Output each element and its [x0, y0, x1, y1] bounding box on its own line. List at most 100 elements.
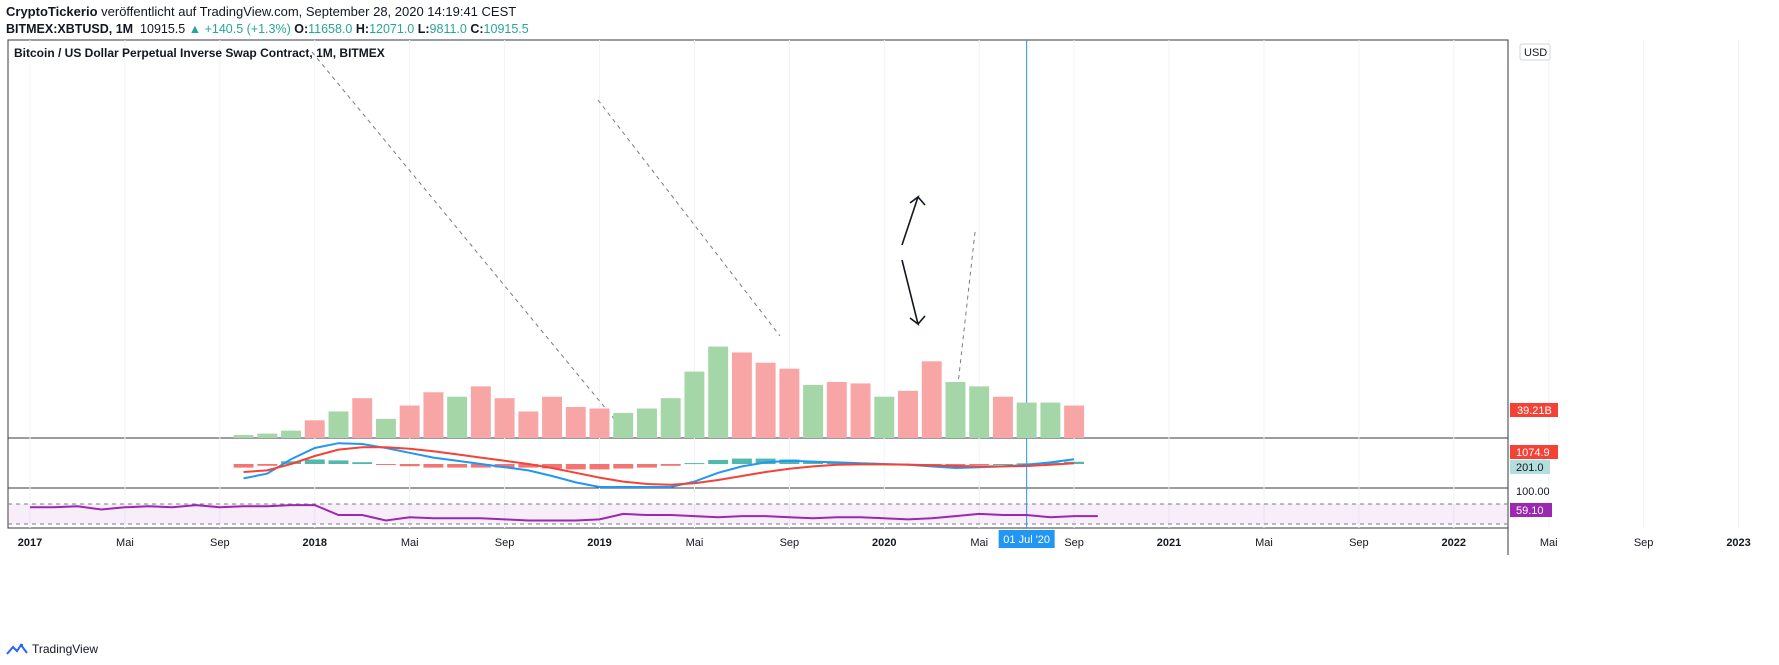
volume-bar [826, 381, 847, 438]
published-text: veröffentlicht auf TradingView.com, Sept… [101, 4, 517, 19]
time-axis-label: Mai [401, 537, 419, 549]
currency-button[interactable] [1519, 43, 1551, 61]
volume-bar [542, 396, 563, 438]
volume-bar [423, 392, 444, 438]
rsi-level-label: 100.00 [1516, 486, 1550, 498]
high-label: H: [355, 22, 370, 36]
volume-bar [850, 383, 871, 438]
macd-histogram-bar [494, 464, 515, 468]
macd-hist-label: 201.0 [1516, 462, 1544, 474]
trend-line-dashed [311, 51, 631, 439]
volume-bar [352, 398, 373, 438]
last-price: 10915.5 [140, 22, 186, 36]
projection-arrow [901, 194, 926, 246]
macd-value-label: 1074.9 [1516, 447, 1550, 459]
rsi-line [30, 504, 1098, 522]
publish-line: CryptoTickerio veröffentlicht auf Tradin… [6, 4, 516, 19]
volume-bar [233, 435, 254, 438]
macd-histogram-bar [470, 464, 491, 468]
macd-histogram-bar [281, 461, 301, 464]
trend-line-dashed [597, 99, 781, 337]
currency-label: USD [1524, 47, 1547, 59]
open-label: O: [294, 22, 309, 36]
volume-bar [447, 396, 468, 438]
macd-histogram-bar [992, 464, 1013, 465]
rsi-value-label: 59.10 [1516, 505, 1544, 517]
volume-bar [613, 412, 634, 438]
macd-histogram-bar [1064, 461, 1085, 464]
time-axis-label: Mai [116, 537, 134, 549]
footer: TradingView [6, 642, 98, 656]
low-label: L: [417, 22, 430, 36]
macd-histogram-bar [542, 464, 563, 469]
volume-bar [1016, 402, 1037, 438]
volume-bar [779, 368, 800, 438]
volume-bar [874, 396, 895, 438]
volume-bar [708, 346, 729, 438]
volume-bar [969, 386, 990, 438]
time-axis-label: Sep [1634, 537, 1654, 549]
macd-histogram-bar [328, 460, 349, 464]
volume-bar [921, 361, 942, 438]
close-value: 10915.5 [483, 22, 529, 36]
volume-bar [1064, 405, 1085, 438]
time-axis-label: Mai [1540, 537, 1558, 549]
tradingview-logo-icon [6, 643, 28, 655]
time-axis-label: 2017 [18, 537, 42, 549]
volume-marker [1510, 403, 1558, 417]
volume-bar [470, 386, 491, 438]
volume-bar [328, 411, 349, 438]
close-label: C: [470, 22, 484, 36]
crosshair-time-label: 01 Jul '20 [1003, 534, 1050, 546]
time-axis-label: Mai [1255, 537, 1273, 549]
volume-bar [992, 396, 1013, 438]
macd-histogram-bar [803, 461, 824, 464]
macd-hist-marker [1510, 460, 1550, 474]
macd-histogram-bar [447, 464, 468, 468]
footer-brand[interactable]: TradingView [32, 642, 99, 656]
chart-header: CryptoTickerio veröffentlicht auf Tradin… [0, 0, 1779, 40]
volume-bar [565, 407, 586, 438]
price-change: ▲ +140.5 (+1.3%) [188, 22, 291, 36]
macd-histogram-bar [304, 459, 325, 464]
price-chart[interactable]: 0.65(14140.0)0.618(13602.0)0.65(10276.0)… [0, 0, 1779, 640]
macd-histogram-bar [660, 464, 681, 466]
macd-histogram-bar [613, 464, 634, 469]
time-axis-label: Sep [780, 537, 800, 549]
volume-bar [637, 408, 657, 438]
macd-histogram-bar [257, 464, 278, 466]
volume-bar [731, 352, 752, 438]
macd-histogram-bar [423, 464, 444, 468]
time-axis-label: Sep [210, 537, 230, 549]
macd-histogram-bar [589, 464, 610, 470]
publisher-name[interactable]: CryptoTickerio [6, 4, 98, 19]
macd-histogram-bar [731, 458, 752, 464]
macd-histogram-bar [708, 459, 729, 464]
macd-histogram-bar [565, 464, 586, 470]
projection-arrow [901, 259, 926, 326]
time-axis-label: 2018 [303, 537, 327, 549]
crosshair-time-marker [998, 530, 1055, 548]
symbol-label[interactable]: BITMEX:XBTUSD, 1M [6, 22, 134, 36]
macd-signal-line [243, 446, 1075, 486]
macd-histogram-bar [945, 464, 966, 466]
volume-bar [898, 390, 918, 438]
macd-histogram-bar [755, 458, 776, 464]
time-axis-label: 2021 [1157, 537, 1181, 549]
macd-histogram-bar [518, 464, 539, 468]
macd-histogram-bar [233, 464, 254, 468]
macd-marker [1510, 445, 1558, 459]
chart-frame [7, 39, 1509, 529]
volume-bar [494, 398, 515, 438]
high-value: 12071.0 [369, 22, 415, 36]
macd-histogram-bar [375, 464, 396, 465]
time-axis-label: 2020 [872, 537, 896, 549]
time-axis-label: 2019 [587, 537, 611, 549]
trend-line-dashed [951, 231, 976, 439]
open-value: 11658.0 [308, 22, 353, 36]
volume-bar [684, 371, 705, 438]
volume-bar [375, 418, 396, 438]
time-axis-label: 2023 [1726, 537, 1750, 549]
time-axis-label: Mai [970, 537, 988, 549]
volume-bar [1040, 402, 1061, 438]
